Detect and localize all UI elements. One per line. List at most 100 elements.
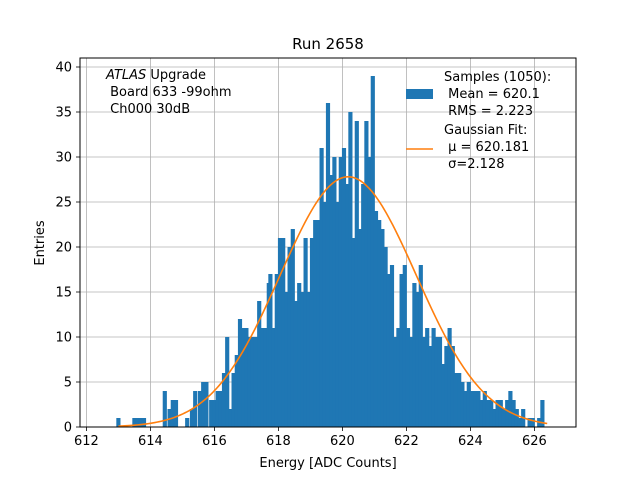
histogram-bar [351,238,356,427]
legend-fit-label: σ=2.128 [444,157,504,172]
x-axis-ticks: 612 614 616 618 620 622 624 626 [74,427,547,449]
histogram-bar [241,328,246,427]
histogram-bar [482,391,487,427]
histogram-bar [444,346,449,427]
histogram-bar [377,220,382,427]
histogram-bar [138,418,143,427]
histogram-bar [306,292,311,427]
y-axis-label: Entries [33,220,48,266]
histogram-bar [361,184,366,427]
histogram-bar [527,418,532,427]
histogram-bar [274,274,279,427]
y-tick-label: 35 [55,106,72,121]
histogram-bar [173,400,179,427]
gaussian-fit-curve [118,175,548,427]
histogram-bar [170,400,175,427]
x-tick-label: 618 [266,434,291,449]
legend-text: Samples (1050): Mean = 620.1 RMS = 2.223… [444,70,551,172]
histogram-bar [399,274,404,427]
histogram-bar [247,337,252,427]
histogram-bar [501,409,507,427]
histogram-bar [473,391,478,427]
histogram-bar [466,382,471,427]
histogram-bar [431,328,436,427]
histogram-bar [341,148,347,427]
histogram-bar [215,391,220,427]
histogram-bar [250,337,255,427]
histogram-bar [290,229,295,427]
histogram-bar [132,418,137,427]
histogram-bar [297,283,302,427]
annotation-text: Upgrade [146,68,206,83]
histogram-bar [354,121,359,427]
gaussian-fit [118,175,548,427]
histogram-bar [189,409,195,427]
histogram-bar [141,418,147,427]
histogram-bar [225,337,230,427]
histogram-bar [428,346,433,427]
histogram-bar [284,292,289,427]
histogram-bar [514,409,519,427]
y-tick-label: 5 [64,376,72,391]
histogram-bar [418,265,423,427]
histogram-bar [325,103,331,427]
histogram-bar [415,292,420,427]
chart-title: Run 2658 [292,35,364,53]
histogram-bar [383,247,388,427]
histogram-bar [204,382,209,427]
histogram-bar [457,373,462,427]
histogram-bar [450,346,455,427]
histogram-bar [540,400,545,427]
histogram-bar [201,382,206,427]
x-tick-label: 620 [330,434,355,449]
legend-hist-label: RMS = 2.223 [444,104,533,119]
histogram-bar [405,328,411,427]
histogram-bar [332,157,337,427]
y-tick-label: 25 [55,196,72,211]
histogram-bar [437,337,443,427]
annotation-text: Board 633 -99ohm [106,85,232,100]
histogram-bar [357,229,363,427]
x-axis-label: Energy [ADC Counts] [259,456,396,471]
annotation-italic: ATLAS [105,68,146,83]
histogram-bar [335,202,340,427]
atlas-annotation: ATLAS Upgrade Board 633 -99ohm Ch000 30d… [105,68,232,117]
histogram-bars [116,76,545,427]
y-tick-label: 10 [55,331,72,346]
histogram-bar [469,391,475,427]
histogram-bar [313,220,318,427]
histogram-bar [409,337,414,427]
histogram-bar [421,337,427,427]
histogram-bar [345,184,350,427]
x-tick-label: 624 [458,434,483,449]
y-axis-ticks: 0 5 10 15 20 25 30 35 40 [55,61,80,436]
y-tick-label: 0 [64,421,72,436]
histogram-bar [492,409,497,427]
histogram-bar [167,409,172,427]
histogram-bar [508,391,513,427]
histogram-bar [530,418,535,427]
histogram-bar [319,148,324,427]
histogram-bar [209,400,214,427]
histogram-bar [263,328,268,427]
histogram-bar [476,391,481,427]
histogram-bar [348,112,353,427]
histogram-bar [271,328,276,427]
histogram-bar [300,292,305,427]
histogram-bar [367,157,372,427]
histogram-bar [338,157,343,427]
histogram-bar [193,391,198,427]
annotation-line: Ch000 30dB [106,102,190,117]
histogram-bar [237,319,243,427]
y-tick-label: 15 [55,286,72,301]
histogram-bar [268,274,273,427]
legend-fit-label: μ = 620.181 [444,140,529,155]
histogram-bar [425,328,430,427]
histogram-bar [316,220,321,427]
histogram-bar [212,400,217,427]
histogram-bar [447,328,452,427]
histogram-bar [260,328,265,427]
histogram-bar [228,409,233,427]
histogram-bar [329,175,334,427]
